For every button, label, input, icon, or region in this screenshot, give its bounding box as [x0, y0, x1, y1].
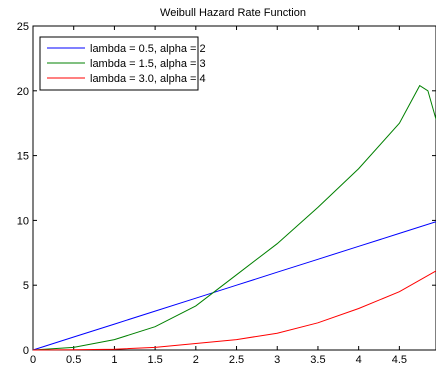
series-layer — [32, 84, 436, 351]
y-tick-label: 5 — [23, 280, 29, 292]
x-tick-label: 0.5 — [66, 354, 81, 366]
x-tick-label: 0 — [30, 354, 36, 366]
y-tick-label: 20 — [17, 86, 29, 98]
legend-label: lambda = 1.5, alpha = 3 — [90, 58, 206, 70]
y-axis: 0 5 10 15 20 25 — [17, 21, 436, 357]
legend-label: lambda = 0.5, alpha = 2 — [90, 43, 206, 55]
series-line-2 — [32, 84, 436, 351]
x-tick-label: 3.5 — [310, 354, 325, 366]
x-tick-label: 1 — [111, 354, 117, 366]
x-tick-label: 2.5 — [229, 354, 244, 366]
y-tick-label: 0 — [23, 345, 29, 357]
y-tick-label: 15 — [17, 151, 29, 163]
x-tick-label: 4.5 — [392, 354, 407, 366]
x-tick-label: 3 — [274, 354, 280, 366]
series-line-1 — [32, 221, 436, 351]
chart-title: Weibull Hazard Rate Function — [160, 7, 306, 19]
x-tick-label: 2 — [193, 354, 199, 366]
x-axis: 0 0.5 1 1.5 2 2.5 3 3.5 4 4.5 — [30, 26, 407, 366]
x-tick-label: 4 — [356, 354, 362, 366]
y-tick-label: 25 — [17, 21, 29, 33]
legend: lambda = 0.5, alpha = 2 lambda = 1.5, alp… — [39, 36, 206, 91]
legend-label: lambda = 3.0, alpha = 4 — [90, 73, 206, 85]
y-tick-label: 10 — [17, 215, 29, 227]
x-tick-label: 1.5 — [147, 354, 162, 366]
series-line-3 — [32, 270, 436, 351]
